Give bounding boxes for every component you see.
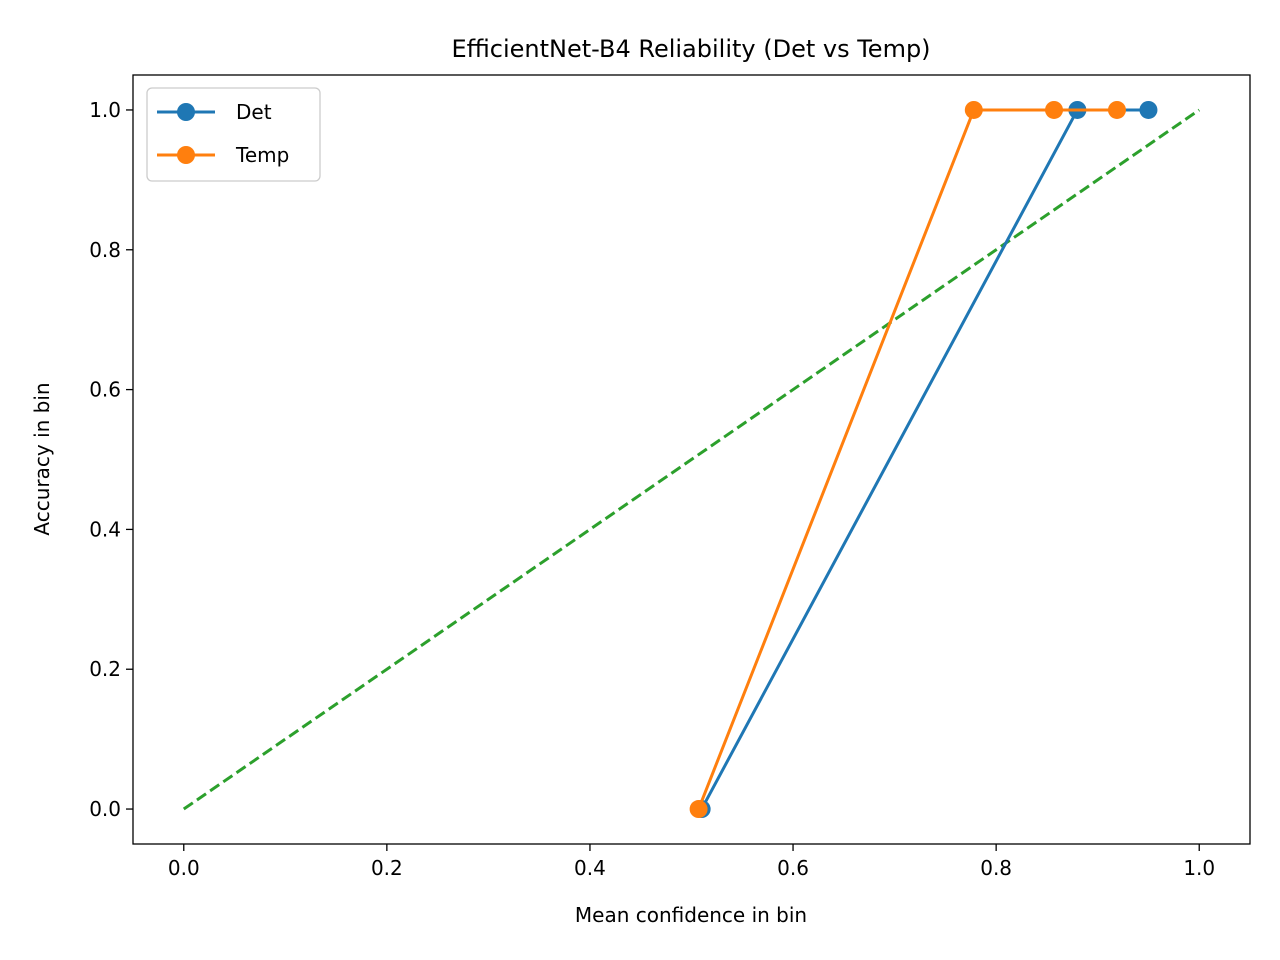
reference-diagonal-line [182, 108, 1201, 811]
y-tick-label: 0.0 [89, 797, 121, 821]
y-tick-label: 0.6 [89, 378, 121, 402]
x-axis-label: Mean confidence in bin [575, 903, 807, 927]
legend-label-det: Det [236, 100, 272, 124]
legend-label-temp: Temp [235, 143, 289, 167]
legend-box [146, 87, 321, 182]
y-axis-label: Accuracy in bin [30, 382, 54, 535]
y-tick-label: 0.4 [89, 517, 121, 541]
data-point-temp [689, 800, 708, 819]
x-tick-label: 0.2 [371, 856, 403, 880]
plot-frame [132, 74, 1251, 845]
data-point-temp [964, 100, 983, 119]
series-line-temp [697, 108, 1117, 810]
y-tick-label: 0.8 [89, 238, 121, 262]
x-tick-label: 0.6 [777, 856, 809, 880]
data-point-det [1139, 100, 1158, 119]
x-tick-label: 0.4 [574, 856, 606, 880]
x-tick-label: 0.0 [168, 856, 200, 880]
legend-marker-det [177, 103, 195, 121]
data-point-temp [1107, 100, 1126, 119]
y-tick-label: 0.2 [89, 657, 121, 681]
x-tick-label: 1.0 [1183, 856, 1215, 880]
data-point-temp [1045, 100, 1064, 119]
legend-marker-temp [177, 146, 195, 164]
chart-title: EfficientNet-B4 Reliability (Det vs Temp… [451, 35, 930, 63]
y-tick-label: 1.0 [89, 98, 121, 122]
legend: Det Temp [146, 87, 321, 182]
x-tick-label: 0.8 [980, 856, 1012, 880]
